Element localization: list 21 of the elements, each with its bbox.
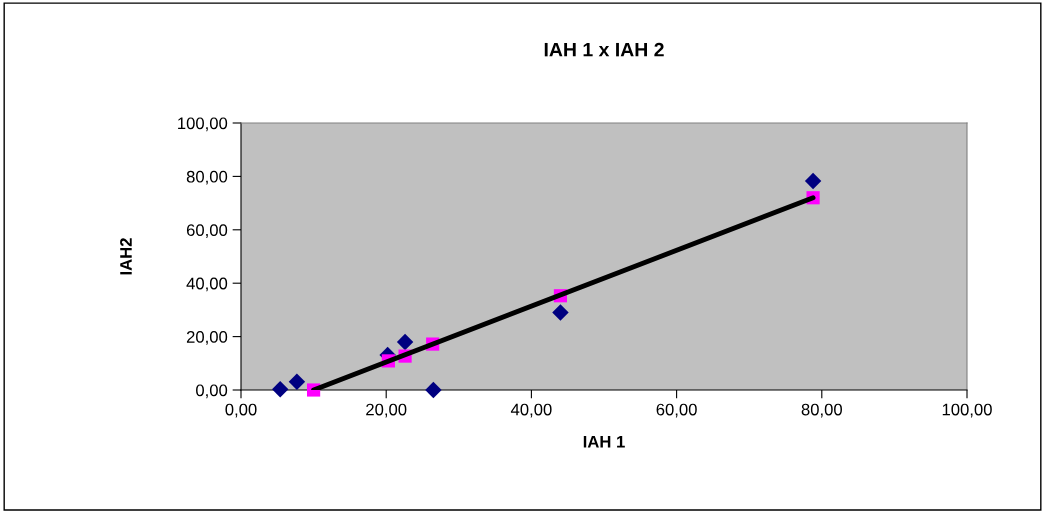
x-tick-label: 20,00 [366,403,407,418]
point [425,381,442,399]
x-tick-label: 40,00 [510,403,552,418]
y-tick-label: 40,00 [186,277,228,292]
point [804,172,822,190]
y-tick-label: 0,00 [196,384,228,399]
y-tick-label: 80,00 [186,170,228,185]
x-tick-label: 100,00 [942,403,992,418]
chart-title: IAH 1 x IAH 2 [544,42,664,57]
y-tick-label: 60,00 [186,224,228,238]
x-tick-label: 60,00 [656,403,697,418]
y-tick-label: 20,00 [186,331,228,345]
point [396,333,414,351]
x-tick-label: 80,00 [801,403,842,418]
point [552,304,569,321]
point [288,373,306,390]
x-axis-title: IAH 1 [583,436,625,448]
y-axis-title: IAH2 [120,238,132,275]
y-tick-label: 100,00 [178,117,228,132]
x-tick-label: 0,00 [225,403,257,418]
point [271,380,289,398]
